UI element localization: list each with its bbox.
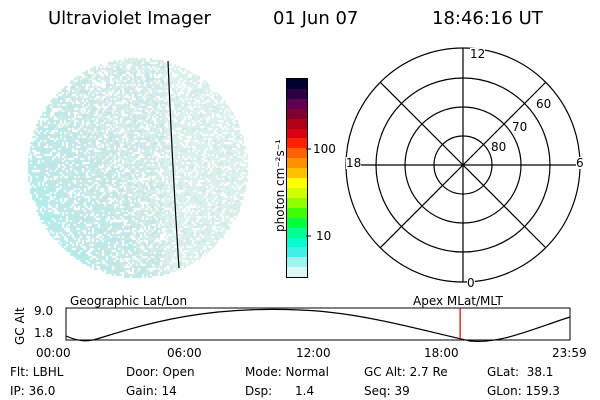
geographic-latitude-value: GLat: 38.1 xyxy=(487,365,554,379)
colorbar-segment xyxy=(287,138,307,149)
colorbar-segment xyxy=(287,267,307,278)
colorbar-segment xyxy=(287,197,307,208)
geographic-longitude-value: GLon: 159.3 xyxy=(487,384,560,398)
lat-label-60: 60 xyxy=(536,97,552,111)
timeline-x-tick-2359: 23:59 xyxy=(552,346,587,360)
observation-date: 01 Jun 07 xyxy=(273,8,359,29)
colorbar-segment xyxy=(287,128,307,139)
colorbar-segment xyxy=(287,98,307,109)
timeline-left-title: Geographic Lat/Lon xyxy=(70,294,188,308)
colorbar-segment xyxy=(287,158,307,169)
colorbar-segment xyxy=(287,187,307,198)
colorbar-label-10: 10 xyxy=(316,229,332,243)
intensity-colorbar xyxy=(286,78,308,278)
colorbar-segment xyxy=(287,88,307,99)
colorbar-segment xyxy=(287,217,307,228)
colorbar-segment xyxy=(287,227,307,238)
colorbar-segment xyxy=(287,79,307,89)
timeline-x-tick-0000: 00:00 xyxy=(36,346,71,360)
timeline-x-tick-1200: 12:00 xyxy=(296,346,331,360)
door-status: Door: Open xyxy=(126,365,195,379)
mlt-label-18: 18 xyxy=(346,156,362,170)
colorbar-segment xyxy=(287,257,307,268)
gain-value: Gain: 14 xyxy=(126,384,177,398)
colorbar-segment xyxy=(287,148,307,159)
ip-value: IP: 36.0 xyxy=(10,384,56,398)
gc-altitude-value: GC Alt: 2.7 Re xyxy=(364,365,448,379)
mlt-label-6: 6 xyxy=(576,156,584,170)
timeline-x-tick-0600: 06:00 xyxy=(167,346,202,360)
dsp-value: Dsp: 1.4 xyxy=(245,384,315,398)
altitude-curve xyxy=(65,308,571,343)
lat-label-80: 80 xyxy=(491,140,507,154)
colorbar-segment xyxy=(287,247,307,258)
filter-value: Flt: LBHL xyxy=(10,365,64,379)
timeline-right-title: Apex MLat/MLT xyxy=(413,294,503,308)
colorbar-segment xyxy=(287,108,307,119)
mlt-label-0: 0 xyxy=(467,276,475,290)
timeline-y-tick-9: 9.0 xyxy=(34,304,54,318)
colorbar-segment xyxy=(287,118,307,129)
mode-value: Mode: Normal xyxy=(245,365,329,379)
uv-earth-image xyxy=(22,52,252,282)
lat-label-70: 70 xyxy=(512,120,528,134)
timeline-x-tick-1800: 18:00 xyxy=(424,346,459,360)
observation-time: 18:46:16 UT xyxy=(432,8,543,29)
colorbar-segment xyxy=(287,168,307,179)
mlt-label-12: 12 xyxy=(470,47,486,61)
timeline-y-tick-1.8: 1.8 xyxy=(34,326,54,340)
colorbar-label-100: 100 xyxy=(313,142,336,156)
sequence-value: Seq: 39 xyxy=(364,384,410,398)
colorbar-segment xyxy=(287,207,307,218)
instrument-title: Ultraviolet Imager xyxy=(48,8,211,29)
colorbar-segment xyxy=(287,178,307,188)
colorbar-segment xyxy=(287,237,307,248)
